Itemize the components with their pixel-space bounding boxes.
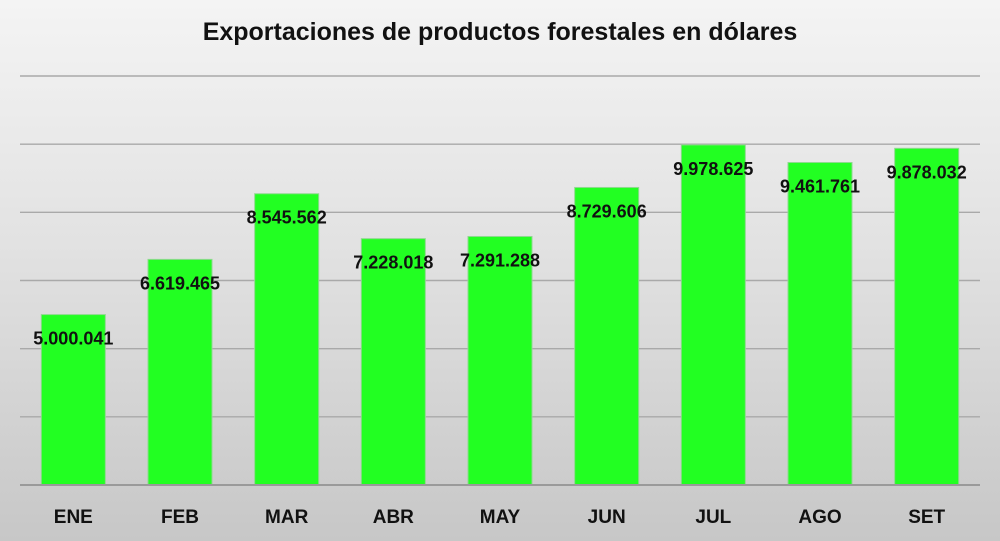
bar-abr: [360, 238, 426, 486]
data-label-jun: 8.729.606: [567, 201, 647, 221]
data-label-ene: 5.000.041: [33, 329, 113, 349]
data-label-ago: 9.461.761: [780, 177, 860, 197]
x-tick-label-mar: MAR: [265, 507, 309, 528]
bar-set: [894, 147, 960, 486]
x-tick-label-feb: FEB: [161, 507, 199, 528]
data-label-set: 9.878.032: [887, 162, 967, 182]
x-tick-label-abr: ABR: [373, 507, 414, 528]
bar-jul: [680, 144, 746, 486]
x-tick-label-ene: ENE: [54, 507, 93, 528]
chart-title: Exportaciones de productos forestales en…: [202, 18, 798, 46]
data-label-may: 7.291.288: [460, 250, 540, 270]
bar-jun: [574, 186, 640, 486]
data-label-abr: 7.228.018: [353, 253, 433, 273]
bar-ago: [787, 162, 853, 486]
x-tick-label-jul: JUL: [695, 507, 731, 528]
data-label-mar: 8.545.562: [247, 208, 327, 228]
x-tick-label-ago: AGO: [798, 507, 841, 528]
x-tick-label-set: SET: [908, 507, 945, 528]
x-tick-label-may: MAY: [480, 507, 521, 528]
bar-mar: [254, 193, 320, 486]
bar-ene: [40, 314, 106, 486]
bar-may: [467, 235, 533, 486]
data-label-feb: 6.619.465: [140, 273, 220, 293]
data-label-jul: 9.978.625: [673, 159, 753, 179]
x-tick-label-jun: JUN: [588, 507, 626, 528]
